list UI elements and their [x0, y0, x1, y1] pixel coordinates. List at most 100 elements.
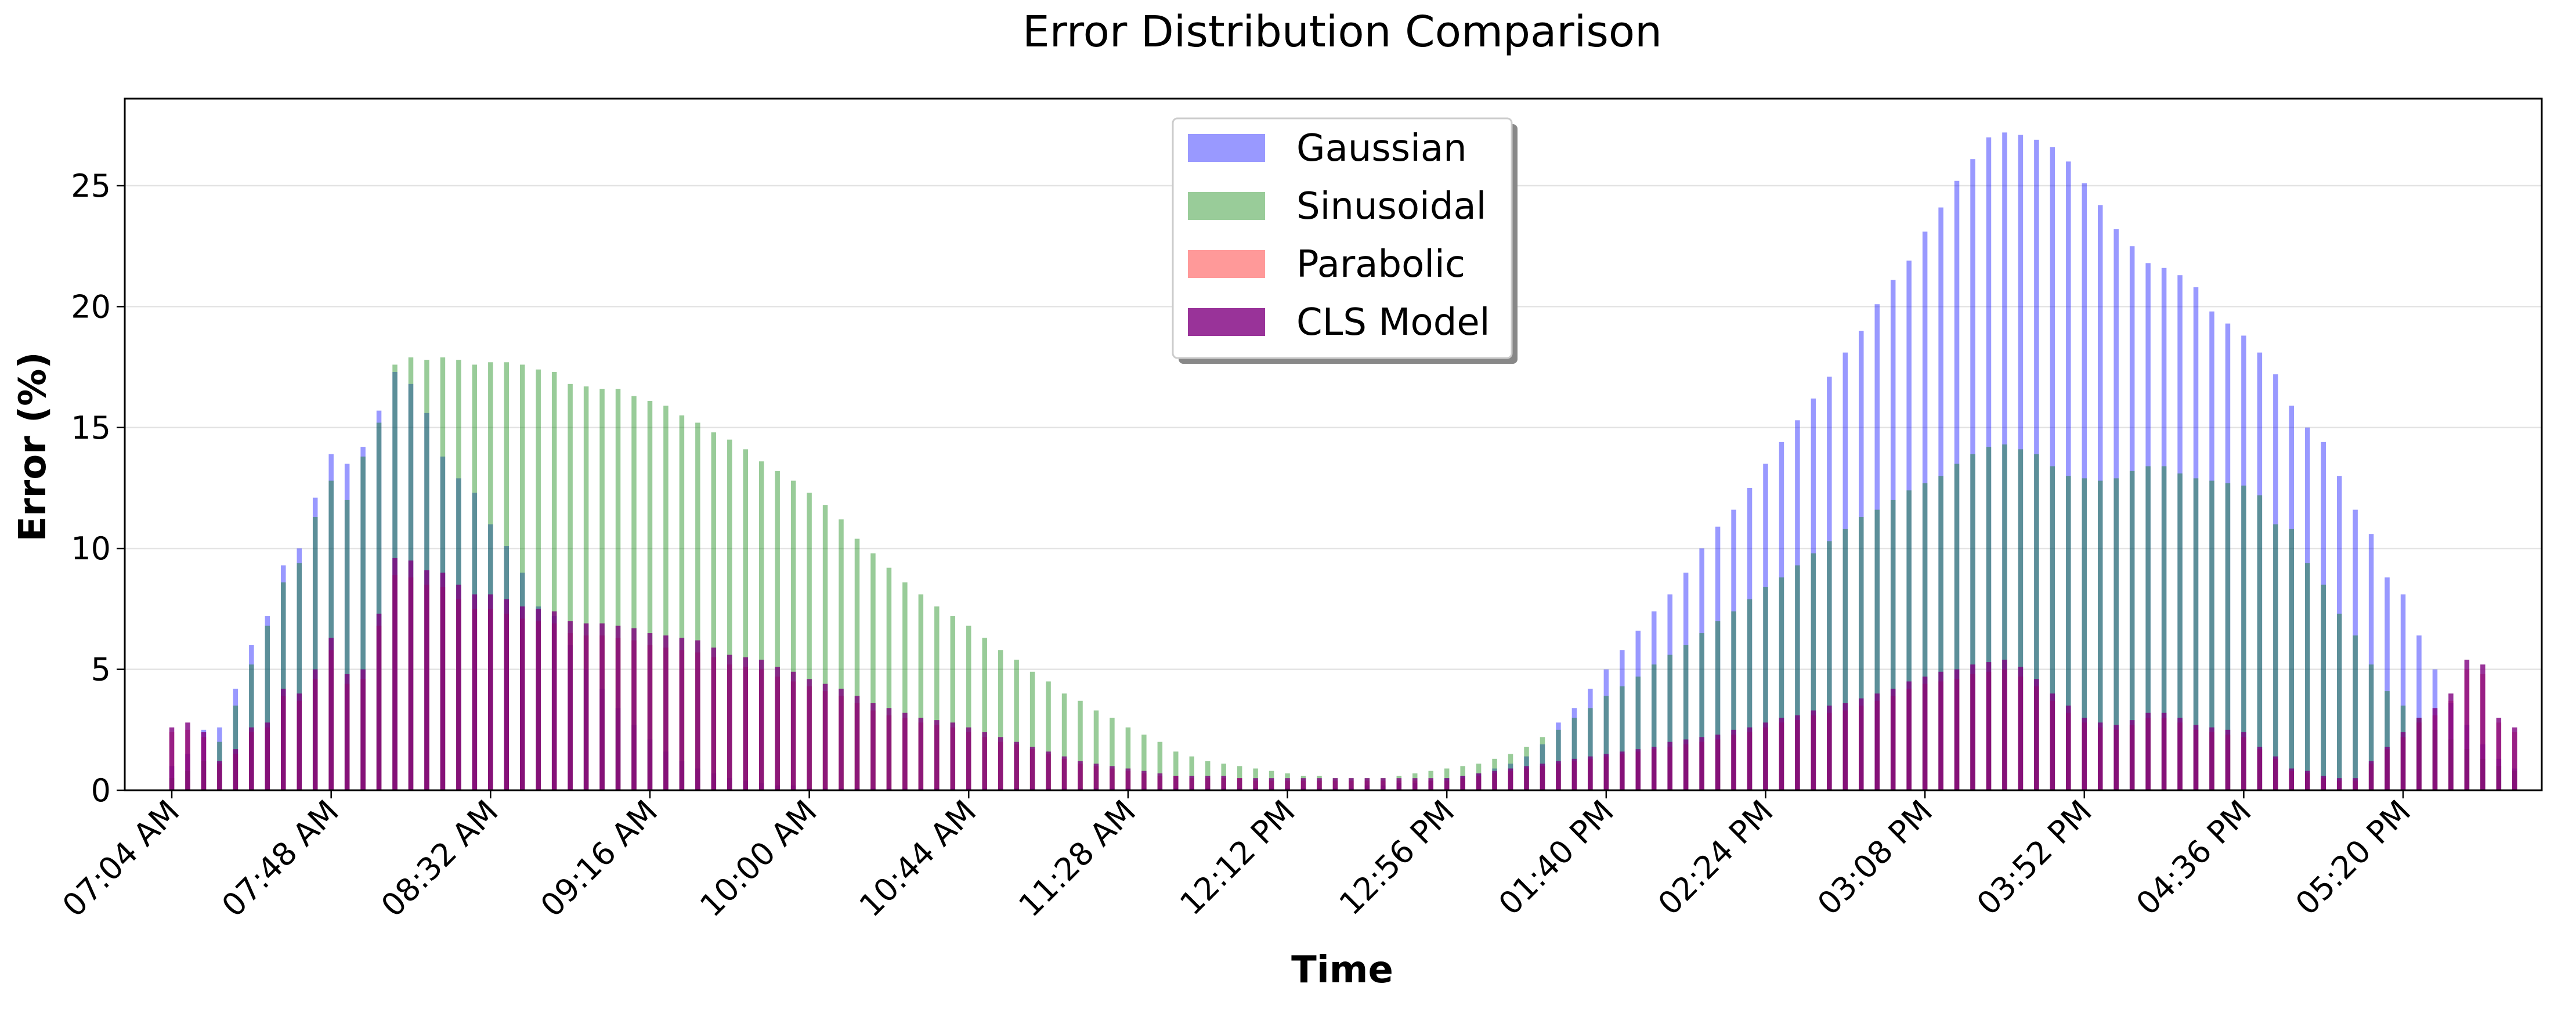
bar: [950, 722, 956, 790]
bar: [615, 625, 621, 790]
bar: [743, 657, 748, 790]
bar: [265, 616, 270, 790]
bar: [1859, 517, 1864, 790]
bar: [2193, 725, 2199, 790]
bar: [2034, 679, 2039, 790]
bar: [2145, 466, 2151, 790]
bar: [2145, 713, 2151, 790]
bar: [2400, 732, 2406, 790]
bar: [1763, 722, 1768, 790]
bar: [2018, 667, 2024, 790]
bar: [233, 749, 239, 790]
bar: [2050, 693, 2055, 790]
bar: [1747, 599, 1753, 790]
bar: [902, 582, 908, 790]
bar: [1381, 778, 1386, 790]
bar: [2353, 509, 2358, 790]
bar: [1922, 677, 1928, 790]
bar: [344, 464, 350, 790]
bar: [1364, 778, 1370, 790]
bar: [2034, 454, 2039, 790]
bar: [2368, 534, 2374, 790]
bar: [2082, 478, 2087, 790]
y-tick-label: 15: [71, 410, 111, 446]
bar: [1874, 693, 1880, 790]
bar: [2225, 323, 2231, 790]
bar: [1795, 420, 1800, 790]
bar: [1141, 735, 1147, 790]
bar: [1986, 137, 1992, 791]
bar: [695, 422, 700, 790]
bar: [1635, 749, 1641, 790]
bar: [1173, 775, 1179, 790]
bar: [758, 461, 764, 790]
bar: [233, 688, 239, 790]
bar: [2113, 725, 2119, 790]
bar: [1699, 737, 1704, 790]
bar: [2066, 706, 2071, 790]
bar: [1300, 778, 1306, 790]
bar: [1125, 768, 1131, 790]
bar: [488, 362, 493, 790]
bar: [1029, 746, 1035, 790]
bar: [1683, 645, 1689, 790]
bar: [1954, 669, 1960, 790]
bar: [2066, 476, 2071, 790]
bar: [1938, 476, 1943, 790]
bar: [1141, 771, 1147, 790]
bar: [568, 384, 573, 790]
bar: [1651, 664, 1657, 790]
bar: [1667, 654, 1672, 790]
bar: [217, 761, 222, 790]
bar: [440, 572, 446, 790]
bar: [1524, 766, 1529, 790]
bar: [1827, 706, 1832, 790]
bar: [2336, 778, 2342, 790]
bar: [679, 415, 685, 790]
bar: [2129, 720, 2135, 790]
chart-title: Error Distribution Comparison: [1023, 7, 1662, 57]
bar: [1173, 751, 1179, 790]
bar: [1731, 509, 1736, 790]
bar: [1827, 541, 1832, 790]
bar: [1667, 742, 1672, 790]
bar: [758, 659, 764, 790]
legend: [1172, 117, 1513, 359]
bar: [1731, 611, 1736, 790]
bar: [1683, 739, 1689, 790]
bar: [1556, 761, 1561, 790]
bar: [2321, 442, 2326, 790]
bar: [2145, 263, 2151, 790]
bar: [201, 732, 207, 790]
bar: [2097, 722, 2103, 790]
bar: [2289, 529, 2295, 790]
bar: [281, 565, 286, 790]
bar: [1779, 717, 1784, 790]
legend-label: Gaussian: [1296, 127, 1467, 170]
bar: [2066, 161, 2071, 790]
bar: [1715, 526, 1721, 790]
bar: [169, 727, 175, 790]
bar: [1332, 778, 1338, 790]
bar: [1842, 352, 1848, 790]
bar: [1827, 377, 1832, 790]
bar: [519, 606, 525, 790]
bar: [2321, 584, 2326, 790]
bar: [1014, 659, 1019, 790]
legend-swatch: [1188, 250, 1265, 278]
bar: [1396, 778, 1402, 790]
bar: [249, 645, 254, 790]
bar: [1811, 710, 1816, 790]
bar: [822, 505, 828, 790]
bar: [2193, 478, 2199, 790]
bar: [2353, 778, 2358, 790]
bar: [249, 727, 254, 790]
bar: [1061, 693, 1067, 790]
bar: [1205, 775, 1211, 790]
legend-swatch: [1188, 308, 1265, 336]
bar: [2129, 471, 2135, 790]
bar: [663, 406, 669, 790]
bar: [2161, 713, 2167, 790]
bar: [376, 410, 382, 790]
bar: [1635, 677, 1641, 790]
